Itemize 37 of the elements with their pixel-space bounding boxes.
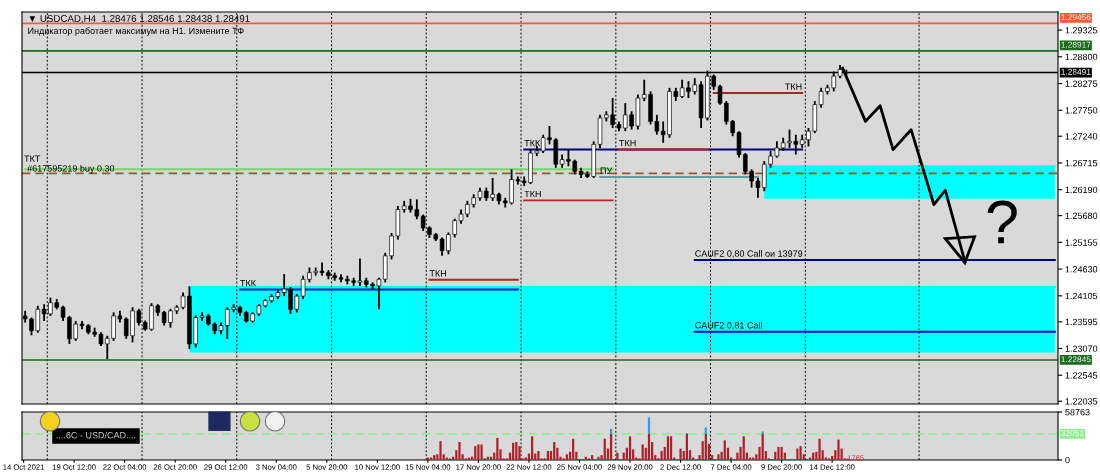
y-tick-label: 1.22035 (1065, 398, 1098, 405)
y-tick-label: 1.28275 (1065, 80, 1098, 87)
y-tick-label: 1.26715 (1065, 159, 1098, 167)
annotation: ? (987, 200, 1017, 244)
ref-line-label: 1.29456 (1061, 14, 1091, 21)
ref-line-label: 32052 (1061, 430, 1084, 437)
annotation: CAUF2 0,80 Call ои 13979 (695, 250, 803, 258)
y-tick-label: 1.22545 (1065, 372, 1098, 379)
y-tick-label: 1.24105 (1065, 292, 1098, 300)
annotation: ТКН (785, 83, 802, 90)
y-tick-label: 1.25155 (1065, 239, 1098, 246)
ref-line-label: 1.28491 (1061, 68, 1091, 75)
y-tick-label: 1.25680 (1065, 212, 1098, 219)
annotation: ТКК (524, 139, 541, 147)
annotation: ТКН (429, 270, 447, 277)
annotation: ТКТ (24, 155, 41, 162)
annotation: ТКН (619, 139, 636, 147)
annotation: CAUF2 0,81 Call (695, 321, 762, 330)
y-tick-label: 1.28800 (1065, 53, 1098, 61)
annotation: ПУ (600, 167, 613, 174)
annotation: ....6C - USD/CAD.... (56, 431, 136, 439)
annotation: ТКН (524, 190, 541, 198)
y-tick-label: 1.23070 (1065, 345, 1098, 352)
annotation: #617595219 buy 0.30 (27, 164, 115, 174)
y-tick-label: 1.24630 (1065, 266, 1098, 273)
y-tick-label: 0 (1065, 456, 1070, 464)
y-tick-label: 1.23595 (1065, 318, 1098, 326)
text: Индикатор работает максимум на H1. Измените ТФ (28, 27, 244, 36)
y-tick-label: 1.29325 (1065, 27, 1098, 34)
ref-line-label: 1.28917 (1061, 41, 1091, 48)
ref-line-label: 1.22845 (1061, 356, 1091, 363)
y-tick-label: 1.27750 (1065, 107, 1098, 114)
y-tick-label: 58763 (1065, 408, 1090, 416)
y-tick-label: 1.27240 (1065, 133, 1098, 140)
chart-title: ▼ USDCAD,H4 1.28476 1.28546 1.28438 1.28491 (29, 15, 250, 24)
y-tick-label: 1.26190 (1065, 186, 1098, 194)
annotation: ТКК (240, 279, 256, 287)
